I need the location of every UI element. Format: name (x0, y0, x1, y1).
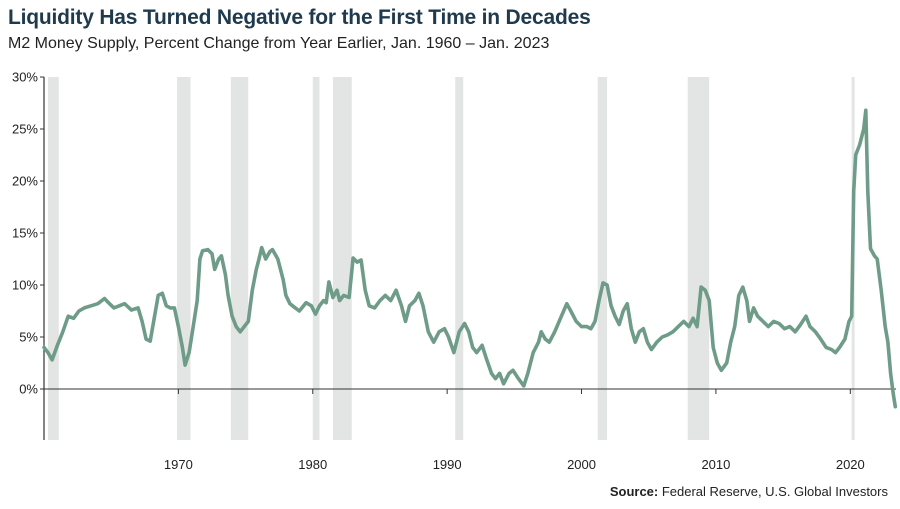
y-tick-label: 15% (12, 226, 38, 241)
recession-band (312, 77, 320, 440)
y-tick-label: 10% (12, 278, 38, 293)
recession-band (332, 77, 352, 440)
y-tick-label: 20% (12, 174, 38, 189)
recession-band (177, 77, 191, 440)
chart-title: Liquidity Has Turned Negative for the Fi… (8, 6, 591, 29)
chart-axes: 0% 5% 10% 15% 20% 25% 30% 1970 1980 1990 2000 2010 2… (12, 70, 896, 472)
recession-band (597, 77, 608, 440)
recession-band (48, 77, 59, 440)
recession-bands (48, 77, 855, 440)
recession-band (687, 77, 710, 440)
recession-band (230, 77, 249, 440)
source-label: Source: (609, 484, 659, 499)
series-line (42, 108, 898, 409)
y-tick-label: 0% (19, 382, 38, 397)
y-tick-label: 5% (19, 330, 38, 345)
y-tick-label: 30% (12, 70, 38, 85)
y-tick-label: 25% (12, 122, 38, 137)
source-text: Federal Reserve, U.S. Global Investors (658, 484, 888, 499)
chart-subtitle: M2 Money Supply, Percent Change from Yea… (8, 35, 550, 52)
x-tick-label: 1980 (298, 457, 327, 472)
x-tick-label: 2010 (701, 457, 730, 472)
x-tick-label: 1990 (433, 457, 462, 472)
source-note: Source: Federal Reserve, U.S. Global Inv… (610, 484, 888, 499)
x-tick-label: 2000 (567, 457, 596, 472)
x-tick-label: 2020 (836, 457, 865, 472)
recession-band (455, 77, 464, 440)
x-tick-label: 1970 (164, 457, 193, 472)
series-layer (42, 108, 898, 409)
